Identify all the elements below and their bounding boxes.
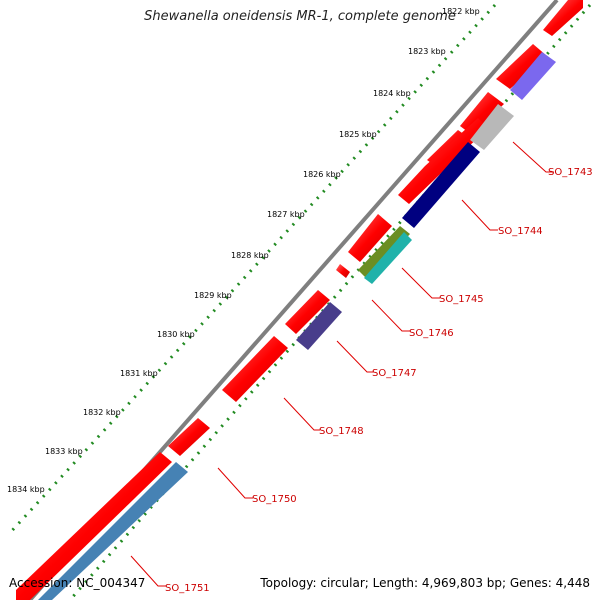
gene-block-forward[interactable] [460, 92, 504, 135]
leader-line [371, 299, 410, 332]
map-title: Shewanella oneidensis MR-1, complete gen… [144, 9, 456, 24]
scale-tick-labels: 1822 kbp 1823 kbp 1824 kbp 1825 kbp 1826… [7, 7, 480, 494]
leader-line [130, 555, 166, 587]
tick-label: 1824 kbp [373, 89, 411, 98]
tick-label: 1833 kbp [45, 447, 83, 456]
gene-label-so1748[interactable]: SO_1748 [319, 426, 364, 437]
gene-block-forward[interactable] [496, 44, 547, 89]
gene-label-lines [130, 141, 554, 587]
gene-block-forward[interactable] [16, 452, 172, 600]
gene-block-forward[interactable] [285, 290, 330, 334]
gene-label-so1747[interactable]: SO_1747 [372, 368, 417, 379]
genome-summary-text: Topology: circular; Length: 4,969,803 bp… [260, 576, 590, 590]
tick-label: 1827 kbp [267, 210, 305, 219]
gene-block-forward[interactable] [543, 0, 583, 36]
gene-block-so1745-olive[interactable] [358, 226, 410, 280]
tick-label: 1823 kbp [408, 47, 446, 56]
gene-block-purple[interactable] [510, 52, 556, 100]
gene-block-so1751-steelblue[interactable] [38, 462, 188, 600]
tick-label: 1834 kbp [7, 485, 45, 494]
gene-block-forward[interactable] [222, 336, 288, 402]
gene-block-so1747-slate[interactable] [296, 302, 342, 350]
leader-line [283, 397, 320, 431]
gene-label-so1746[interactable]: SO_1746 [409, 328, 454, 339]
leader-line [512, 141, 554, 173]
accession-text: Accession: NC_004347 [9, 576, 146, 590]
gene-block-so1744-navy[interactable] [402, 142, 480, 228]
tick-label: 1831 kbp [120, 369, 158, 378]
forward-strand-genes [16, 0, 583, 600]
tick-label: 1828 kbp [231, 251, 269, 260]
tick-label: 1825 kbp [339, 130, 377, 139]
leader-line [336, 340, 374, 373]
tick-label: 1829 kbp [194, 291, 232, 300]
gene-label-so1744[interactable]: SO_1744 [498, 226, 543, 237]
gene-block-forward[interactable] [348, 214, 392, 262]
gene-labels: SO_1743 SO_1744 SO_1745 SO_1746 SO_1747 … [165, 167, 593, 594]
leader-line [401, 267, 440, 299]
gene-label-so1743[interactable]: SO_1743 [548, 167, 593, 178]
tick-label: 1826 kbp [303, 170, 341, 179]
tick-label: 1832 kbp [83, 408, 121, 417]
gene-block-forward[interactable] [398, 118, 488, 204]
gene-block-so1743-grey[interactable] [470, 104, 514, 150]
tick-label: 1830 kbp [157, 330, 195, 339]
leader-line [217, 467, 253, 499]
tick-label: 1822 kbp [442, 7, 480, 16]
gene-block-so1745-cyan[interactable] [364, 232, 412, 284]
gene-block-forward[interactable] [336, 264, 350, 278]
gene-label-so1751[interactable]: SO_1751 [165, 583, 210, 594]
gene-block-forward[interactable] [168, 418, 210, 456]
gene-label-so1745[interactable]: SO_1745 [439, 294, 484, 305]
gene-label-so1750[interactable]: SO_1750 [252, 494, 297, 505]
leader-line [461, 199, 498, 231]
